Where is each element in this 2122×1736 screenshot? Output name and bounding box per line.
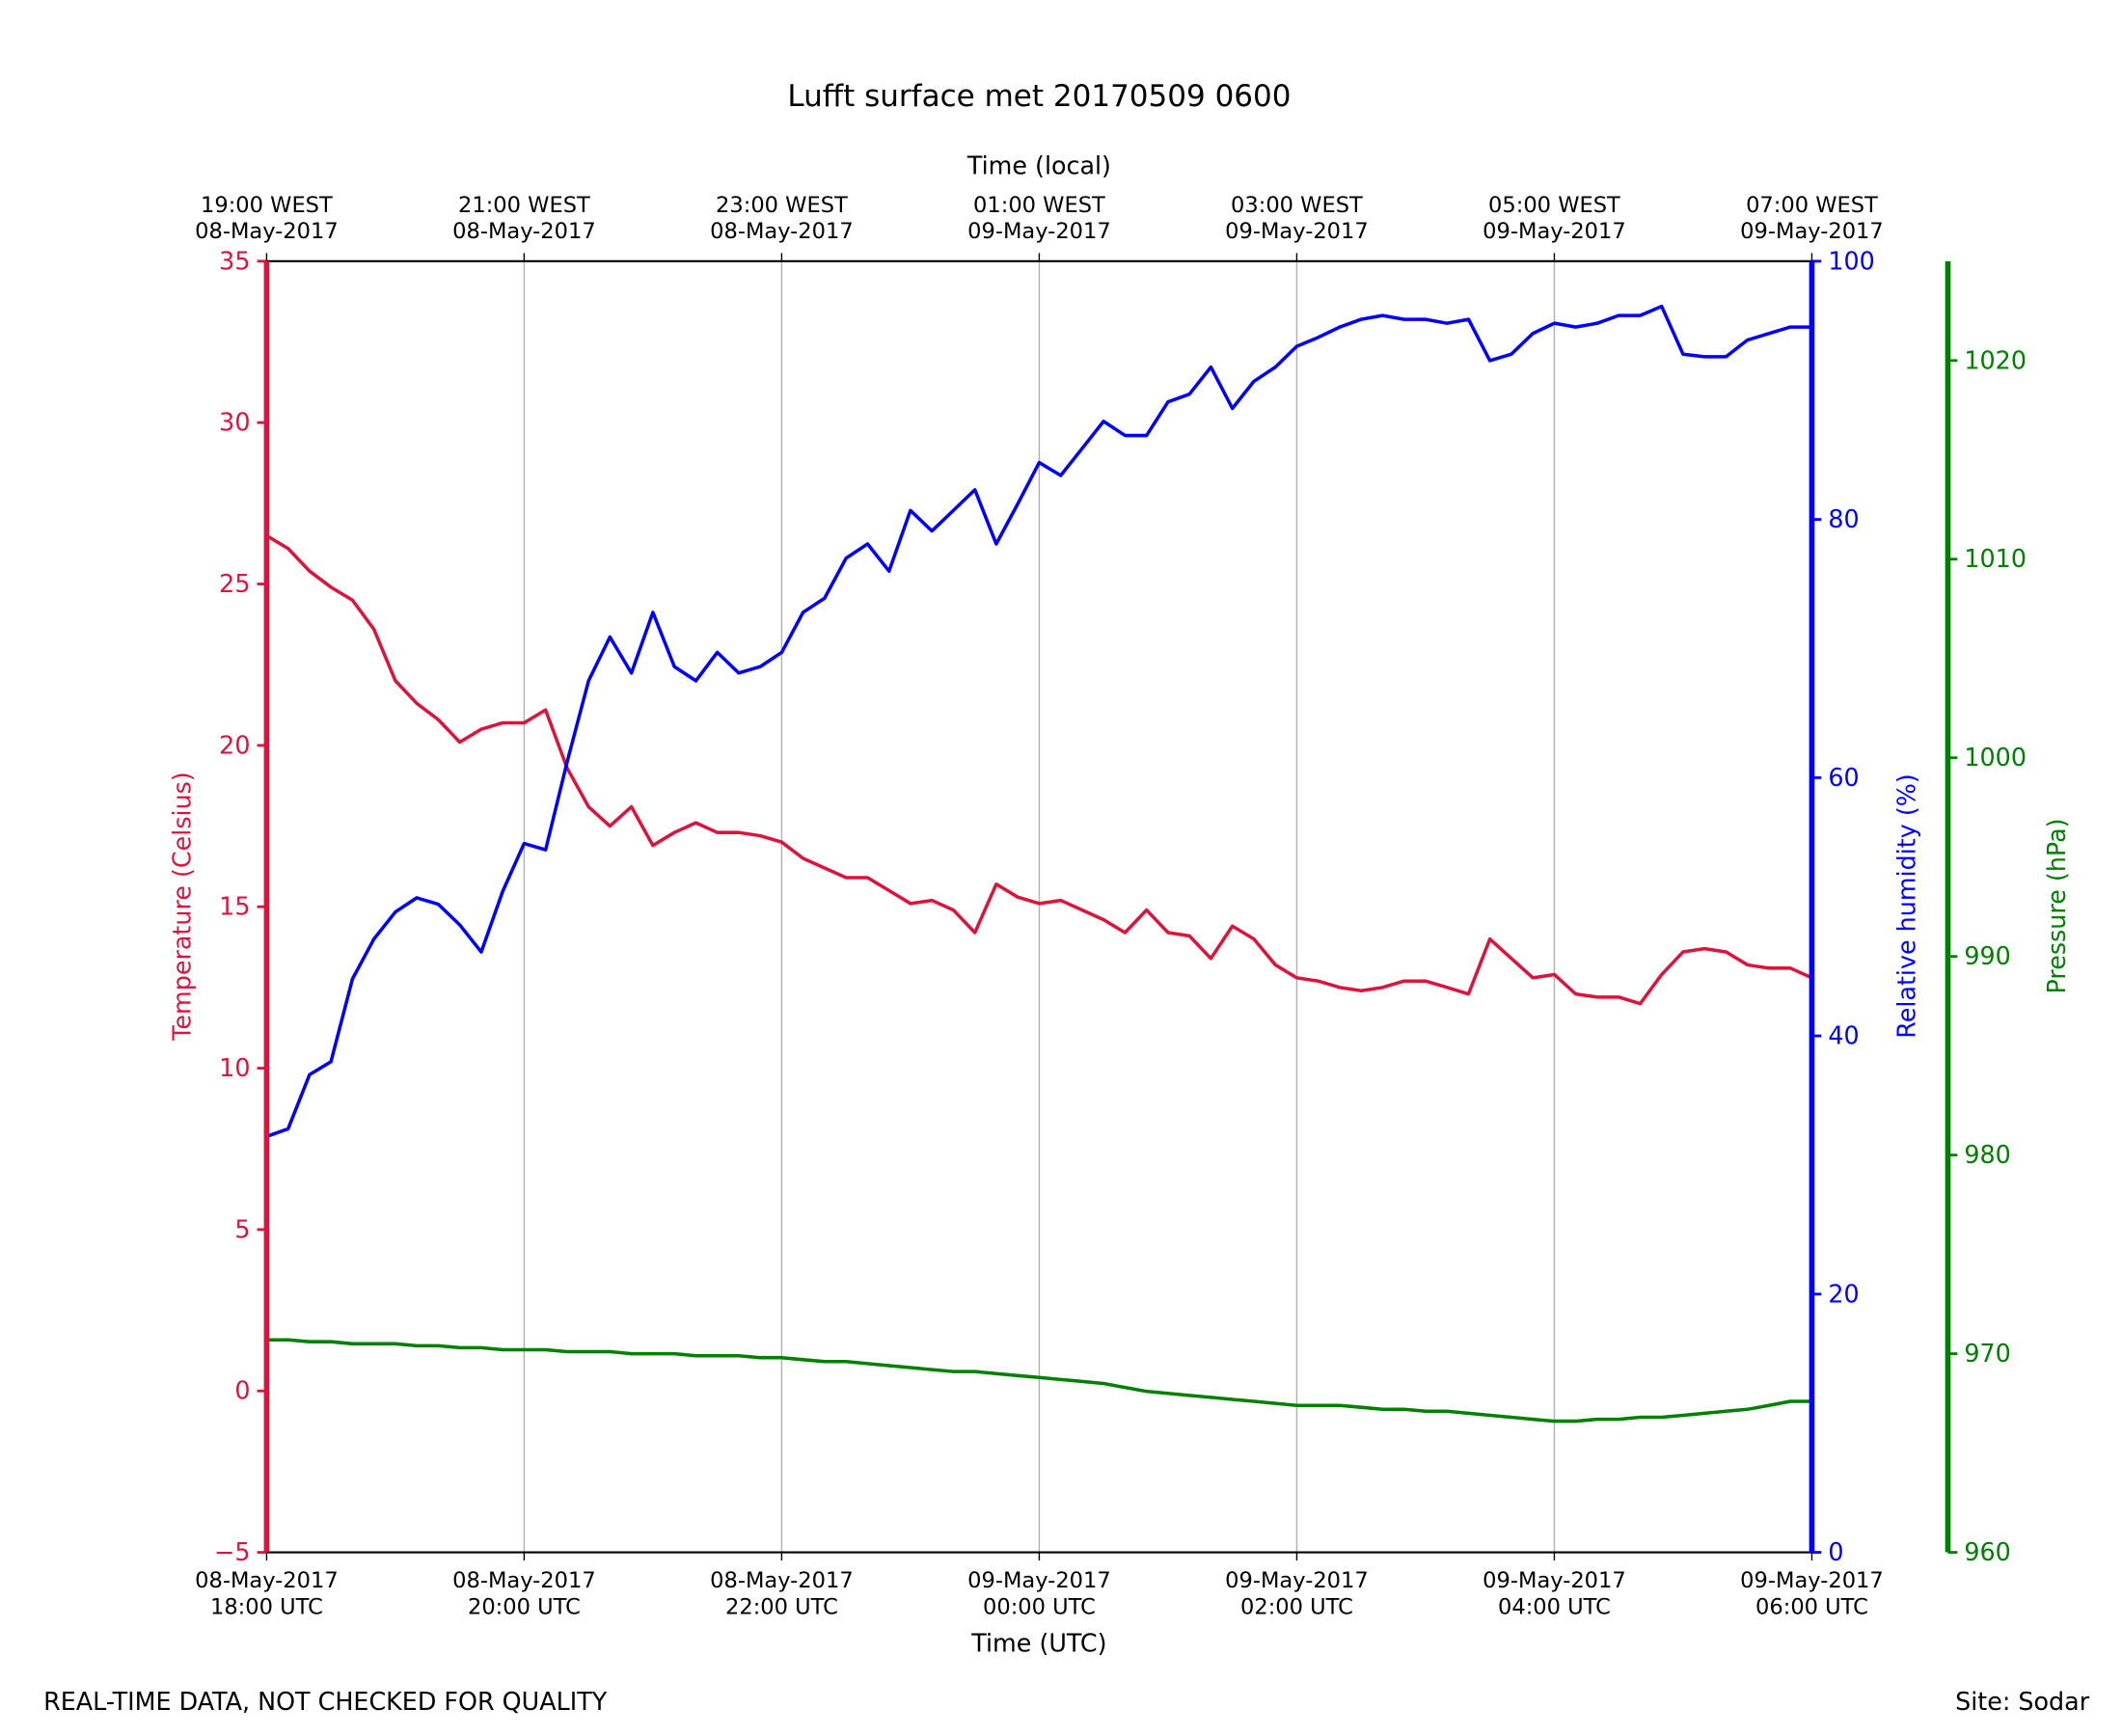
y2-tick-label: 100 bbox=[1828, 246, 1874, 275]
y2-tick-label: 0 bbox=[1828, 1537, 1843, 1566]
series-line bbox=[266, 1338, 1812, 1424]
x-tick-label: 09-May-2017 06:00 UTC bbox=[1740, 1568, 1884, 1619]
y3-tick-label: 1010 bbox=[1964, 544, 2027, 573]
x2-axis-label: Time (local) bbox=[966, 151, 1111, 180]
chart-title: Lufft surface met 20170509 0600 bbox=[787, 79, 1291, 114]
y-tick-label: 20 bbox=[219, 730, 250, 759]
x2-tick-label: 03:00 WEST 09-May-2017 bbox=[1225, 193, 1369, 244]
x2-tick-label: 07:00 WEST 09-May-2017 bbox=[1740, 193, 1884, 244]
x2-tick-label: 05:00 WEST 09-May-2017 bbox=[1483, 193, 1626, 244]
y3-tick-label: 970 bbox=[1964, 1339, 2010, 1368]
x-axis-label: Time (UTC) bbox=[970, 1629, 1106, 1658]
y-tick-label: 25 bbox=[219, 569, 250, 598]
y2-tick-label: 20 bbox=[1828, 1279, 1859, 1308]
x-tick-label: 08-May-2017 20:00 UTC bbox=[452, 1568, 596, 1619]
site-note: Site: Sodar bbox=[1955, 1687, 2090, 1716]
y-tick-label: 15 bbox=[219, 892, 250, 921]
series-line bbox=[265, 533, 1813, 1006]
series-line bbox=[265, 304, 1812, 1139]
y-tick-label: −5 bbox=[214, 1537, 250, 1566]
y-tick-label: 30 bbox=[219, 408, 250, 437]
y-tick-label: 10 bbox=[219, 1053, 250, 1082]
y3-axis-label: Pressure (hPa) bbox=[2042, 818, 2071, 993]
x2-tick-label: 01:00 WEST 09-May-2017 bbox=[967, 193, 1111, 244]
x-tick-label: 09-May-2017 02:00 UTC bbox=[1225, 1568, 1369, 1619]
y-axis-label: Temperature (Celsius) bbox=[167, 772, 196, 1042]
x2-tick-label: 23:00 WEST 08-May-2017 bbox=[710, 193, 854, 244]
y-tick-label: 35 bbox=[219, 246, 250, 275]
x2-tick-label: 19:00 WEST 08-May-2017 bbox=[195, 193, 339, 244]
y3-tick-label: 960 bbox=[1964, 1537, 2010, 1566]
y2-axis-label: Relative humidity (%) bbox=[1892, 773, 1921, 1038]
x-tick-label: 08-May-2017 22:00 UTC bbox=[710, 1568, 854, 1619]
y-tick-label: 0 bbox=[234, 1376, 250, 1405]
y-tick-label: 5 bbox=[234, 1214, 250, 1243]
x-tick-label: 08-May-2017 18:00 UTC bbox=[195, 1568, 339, 1619]
x2-tick-label: 21:00 WEST 08-May-2017 bbox=[452, 193, 596, 244]
y3-tick-label: 1020 bbox=[1964, 345, 2027, 374]
footer-note: REAL-TIME DATA, NOT CHECKED FOR QUALITY bbox=[43, 1687, 608, 1716]
y3-tick-label: 990 bbox=[1964, 941, 2010, 970]
x-tick-label: 09-May-2017 00:00 UTC bbox=[967, 1568, 1111, 1619]
y3-tick-label: 1000 bbox=[1964, 743, 2027, 772]
y2-tick-label: 80 bbox=[1828, 504, 1859, 533]
y3-tick-label: 980 bbox=[1964, 1140, 2010, 1169]
y2-tick-label: 40 bbox=[1828, 1021, 1859, 1050]
x-tick-label: 09-May-2017 04:00 UTC bbox=[1483, 1568, 1626, 1619]
y2-tick-label: 60 bbox=[1828, 763, 1859, 792]
